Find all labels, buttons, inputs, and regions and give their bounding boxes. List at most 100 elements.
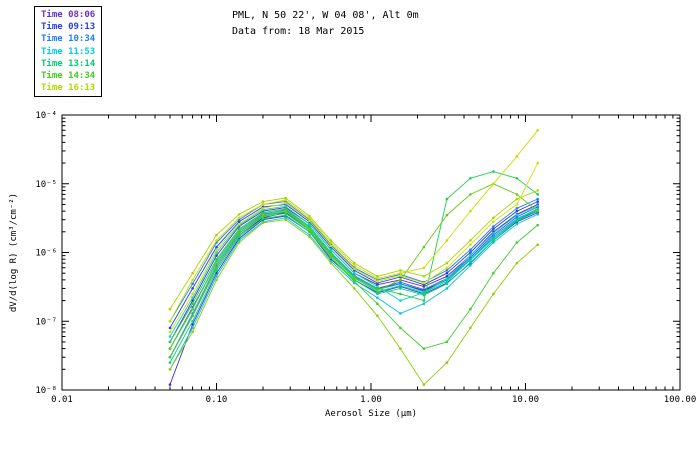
series-point	[284, 207, 287, 211]
series-point	[191, 299, 194, 302]
series-point	[445, 213, 449, 217]
series-point	[515, 241, 519, 244]
series-point	[422, 285, 426, 288]
series-point	[215, 239, 218, 242]
y-tick-label: 10⁻⁶	[35, 249, 57, 259]
series-point	[261, 221, 265, 225]
series-point	[168, 355, 172, 359]
series-line	[169, 212, 538, 358]
series-point	[399, 326, 402, 330]
y-tick-label: 10⁻⁵	[35, 180, 57, 190]
series-point	[445, 280, 449, 283]
series-point	[168, 307, 172, 311]
series-point	[237, 233, 241, 237]
series-point	[215, 251, 218, 254]
series-point	[492, 237, 495, 240]
y-tick-label: 10⁻⁸	[35, 386, 57, 396]
series-point	[536, 243, 539, 246]
series-point	[215, 278, 218, 282]
series-point	[329, 248, 333, 251]
series-point	[353, 267, 356, 271]
plot-title: PML, N 50 22', W 04 08', Alt 0m	[232, 10, 419, 21]
series-point	[284, 196, 287, 200]
series-point	[376, 302, 379, 306]
legend-entry: Time 13:14	[41, 58, 96, 69]
series-point	[168, 330, 172, 334]
series-line	[169, 130, 539, 322]
series-point	[515, 177, 519, 180]
series-point	[515, 197, 519, 201]
series-point	[215, 248, 218, 251]
series-point	[376, 314, 379, 318]
series-point	[492, 220, 495, 224]
series-point	[422, 302, 426, 306]
series-point	[308, 219, 311, 222]
series-point	[376, 280, 379, 283]
legend-entry: Time 10:34	[41, 34, 96, 45]
series-point	[515, 213, 519, 217]
series-point	[445, 275, 449, 278]
series-point	[168, 368, 172, 371]
axes	[61, 114, 681, 391]
series-point	[215, 275, 218, 278]
series-point	[215, 257, 218, 261]
series-point	[422, 245, 426, 249]
series-point	[353, 275, 356, 278]
axis-labels: 0.01 0.10 1.00 10.00 100.00 10⁻⁸ 10⁻⁷ 10⁻⁶ 10⁻⁵ 1…	[9, 111, 696, 419]
series-point	[422, 299, 426, 302]
series-point	[445, 277, 449, 280]
series-point	[536, 200, 539, 203]
series-point	[215, 245, 218, 249]
series-point	[191, 307, 194, 311]
series-point	[492, 170, 495, 173]
legend-entry: Time 11:53	[41, 46, 96, 57]
series-point	[536, 161, 539, 165]
series-point	[353, 264, 356, 267]
series-point	[191, 296, 194, 300]
series-point	[191, 287, 194, 290]
series-point	[237, 230, 241, 234]
series-point	[399, 271, 402, 275]
series-point	[422, 275, 426, 278]
series-point	[284, 216, 287, 220]
series-point	[515, 207, 519, 210]
series-point	[261, 215, 265, 219]
series-point	[261, 200, 265, 203]
series-point	[237, 239, 241, 242]
series-point	[515, 193, 519, 196]
series-point	[422, 291, 426, 295]
series-point	[515, 222, 519, 226]
series-point	[308, 216, 311, 220]
series-point	[353, 271, 356, 275]
series-point	[536, 129, 539, 132]
series-point	[376, 292, 379, 296]
series-point	[469, 209, 472, 213]
series-point	[284, 209, 287, 213]
series-point	[191, 278, 194, 282]
series-point	[492, 225, 495, 228]
series-point	[308, 222, 311, 226]
x-tick-label: 10.00	[512, 395, 539, 405]
series-point	[399, 278, 402, 282]
series-point	[492, 216, 495, 220]
series-point	[515, 155, 519, 158]
series-point	[399, 347, 402, 350]
series-point	[353, 277, 356, 280]
x-tick-label: 100.00	[664, 395, 697, 405]
series-point	[492, 227, 495, 231]
series-point	[515, 261, 519, 265]
x-tick-label: 0.10	[206, 395, 228, 405]
series-point	[422, 383, 426, 386]
series-point	[536, 213, 539, 216]
series-point	[445, 282, 449, 286]
series-point	[168, 320, 172, 323]
series-point	[399, 287, 402, 290]
series-point	[308, 225, 311, 228]
x-tick-label: 0.01	[51, 395, 73, 405]
series-point	[469, 193, 472, 196]
series-point	[329, 254, 333, 257]
series-point	[215, 261, 218, 265]
y-axis-label: dV/d(log R) (cm³/cm⁻²)	[9, 193, 19, 312]
